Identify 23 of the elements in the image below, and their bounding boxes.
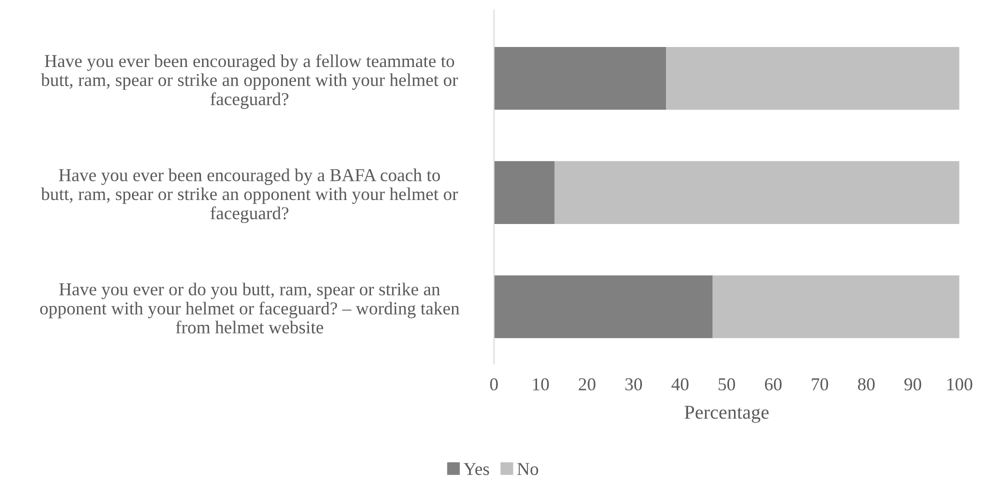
x-tick-label: 20 [578, 378, 596, 390]
x-tick-label: 0 [490, 378, 498, 390]
x-tick-label: 40 [671, 378, 688, 390]
x-tick-label: 80 [858, 378, 875, 390]
y-tick-label: Have you ever or do you butt, ram, spear or strike an opponent with your helmet or faceguard? – wording taken from helmet website [40, 282, 460, 334]
x-tick-label: 70 [812, 378, 828, 390]
y-tick-label: Have you ever been encouraged by a BAFA coach to butt, ram, spear or strike an opponent with your helmet or faceguard? [40, 168, 458, 224]
bar [712, 275, 960, 338]
bar [666, 47, 960, 110]
bar [494, 47, 666, 110]
legend-label: No [517, 463, 538, 476]
x-tick-label: 30 [625, 378, 642, 390]
y-tick-label: Have you ever been encouraged by a fellow teammate to butt, ram, spear or strike an opponent with your helmet or faceguard? [40, 54, 458, 109]
x-tick-label: 50 [718, 378, 736, 390]
x-tick-label: 90 [904, 378, 922, 390]
x-tick-label: 60 [764, 378, 782, 390]
x-tick-label: 100 [947, 378, 972, 390]
bar [494, 161, 554, 224]
bar [494, 275, 713, 338]
bar [554, 161, 960, 224]
x-axis-title: Percentage [684, 406, 769, 423]
legend-label: Yes [464, 463, 490, 476]
x-tick-label: 10 [533, 378, 549, 390]
